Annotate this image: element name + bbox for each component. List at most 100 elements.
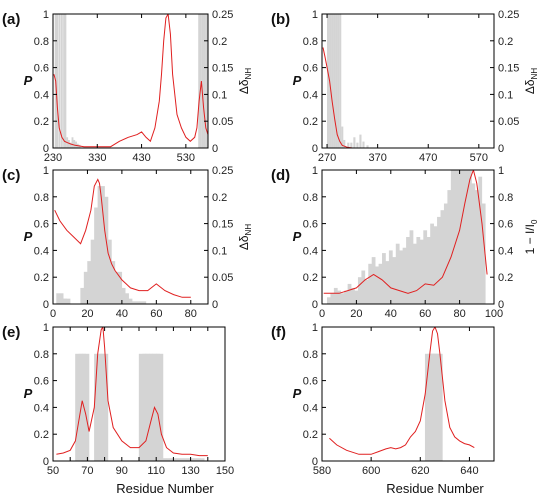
panel-c-ylabel-right: ΔδNH (237, 224, 253, 250)
panel-b-xtick-label: 270 (318, 152, 336, 164)
panel-d-bar (406, 237, 410, 304)
panel-a-bar (69, 142, 72, 148)
panel-a-xtick-label: 230 (44, 152, 62, 164)
panel-b-bar (337, 14, 340, 148)
panel-d-bar (454, 170, 459, 304)
panel-a: 230 330 430 530 0 0.2 0.4 0.6 0.8 1 P 0 0.05 0.1 0.15 0… (2, 9, 253, 164)
panel-b-bar (356, 142, 359, 148)
panel-a-bar (205, 14, 208, 148)
panel-c-bar (114, 271, 123, 304)
panel-d-bar (447, 190, 452, 304)
panel-f-ytick-left-label: 0.4 (303, 402, 318, 414)
panel-c-ytick-right-label: 0.25 (212, 165, 233, 177)
panel-d-ylabel-right: 1 − I/I0 (523, 219, 539, 254)
panel-d-xtick-label: 60 (419, 308, 431, 320)
panel-d-bar (412, 243, 417, 304)
panel-d-bar (457, 170, 462, 304)
panel-d-bar (430, 223, 434, 304)
panel-d-xtick-label: 20 (350, 308, 362, 320)
panel-d-bar (461, 170, 465, 304)
panel-c-xtick-label: 20 (81, 308, 93, 320)
panel-d-xtick-label: 40 (385, 308, 397, 320)
panel-d-bar (437, 216, 441, 304)
panel-a-ytick-right-label: 0.15 (212, 63, 233, 75)
panel-b-bar (335, 14, 338, 148)
panel-a-bar (56, 14, 59, 148)
panel-c-line-series (54, 178, 191, 298)
panel-b-xtick-label: 470 (419, 152, 437, 164)
panel-d-bar (347, 283, 352, 304)
panel-d-frame (321, 169, 495, 305)
panel-f-ytick-left-label: 1 (312, 322, 318, 334)
panel-a-frame (52, 13, 209, 149)
panel-a-ytick-left-label: 0.8 (34, 36, 49, 48)
panel-b-ytick-left-label: 0.6 (303, 63, 318, 75)
panel-a-bar (73, 139, 76, 148)
panel-e-ylabel-left: P (24, 386, 33, 401)
x-axis-label-right: Residue Number (386, 481, 484, 496)
panel-b-bar (331, 14, 334, 148)
panel-d-bar (344, 290, 348, 304)
panel-b-ytick-left-label: 0.2 (303, 116, 318, 128)
panel-f-line-series (329, 327, 475, 455)
panel-b-bar (353, 137, 356, 148)
panel-d-bar (326, 297, 331, 304)
panel-c-ytick-left-label: 0 (43, 299, 49, 311)
panel-d-bar (416, 237, 421, 304)
panel-a-bar (201, 14, 204, 148)
panel-b-bar (366, 145, 369, 148)
panel-b-line-series (322, 47, 494, 148)
panel-a-bar (68, 139, 70, 148)
panel-c-ylabel-left: P (24, 229, 33, 244)
panel-a-ytick-left-label: 0.6 (34, 63, 49, 75)
panel-c-ylabel-right-sub: NH (244, 224, 253, 236)
panel-f-bar (432, 353, 443, 461)
panel-f-ytick-left-label: 0 (312, 456, 318, 468)
panel-e-ytick-left-label: 0.4 (34, 402, 49, 414)
panel-d-bar (354, 290, 359, 304)
panel-e-ytick-left-label: 0 (43, 456, 49, 468)
panel-c-ytick-right-label: 0.05 (212, 272, 233, 284)
panel-a-bar (63, 14, 66, 148)
panel-f-xtick-label: 580 (313, 465, 331, 477)
panel-c-ytick-right-label: 0.1 (212, 245, 227, 257)
panel-f-xtick-label: 640 (460, 465, 478, 477)
panel-c-bar (63, 298, 71, 304)
panel-e-ytick-left-label: 0.2 (34, 429, 49, 441)
panel-a-bar (75, 141, 77, 148)
panel-d-ytick-left-label: 0.2 (303, 272, 318, 284)
panel-d-bar (433, 226, 438, 304)
panel-d-bar (409, 230, 414, 304)
panel-b-ytick-left-label: 0 (312, 143, 318, 155)
panel-b-bar (327, 14, 330, 148)
panel-d-bar (337, 290, 342, 304)
panel-e-ytick-left-label: 0.6 (34, 376, 49, 388)
panel-d-ytick-right-label: 0.6 (498, 219, 513, 231)
panel-d-bar (351, 287, 355, 304)
panel-e-bar (156, 353, 164, 461)
panel-d-ylabel-right-main: 1 − I/I (523, 224, 537, 254)
panel-b-ytick-right-label: 0.25 (498, 9, 519, 21)
panel-b-tag: (b) (271, 11, 290, 28)
panel-a-bar (71, 137, 74, 148)
panel-a-ytick-right-label: 0.25 (212, 9, 233, 21)
panel-e-bar (82, 353, 90, 461)
panel-f-ylabel-left: P (293, 386, 302, 401)
panel-d-bar (468, 170, 472, 304)
panel-c-ytick-left-label: 0.4 (34, 245, 49, 257)
panel-f-xtick-label: 600 (362, 465, 380, 477)
panel-b-xtick-label: 570 (470, 152, 488, 164)
panel-c-xtick-label: 60 (150, 308, 162, 320)
panel-e-line-series (56, 327, 208, 457)
panel-b-bar (362, 141, 365, 148)
panel-e: 50 70 90 110 130 150 0 0.2 0.4 0.6 0.8 1 P (e) (2, 322, 234, 477)
panel-d-xtick-label: 100 (485, 308, 503, 320)
panel-f-ytick-left-label: 0.6 (303, 376, 318, 388)
panel-a-bar (206, 14, 208, 148)
panel-e-xtick-label: 50 (47, 465, 59, 477)
panel-e-ytick-left-label: 0.8 (34, 349, 49, 361)
panel-c-ylabel-right-main: Δδ (237, 235, 251, 250)
panel-f-xtick-label: 620 (411, 465, 429, 477)
panel-d-bar (378, 263, 383, 304)
